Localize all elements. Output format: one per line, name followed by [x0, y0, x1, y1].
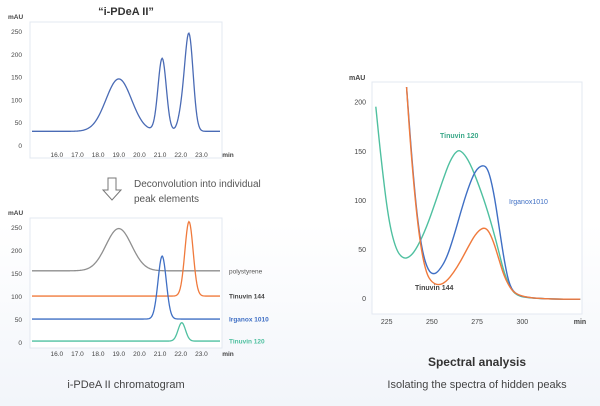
series-line-mixture — [32, 31, 220, 132]
spectrum-line-tinuvin-144 — [405, 86, 581, 300]
spectrum-line-irganox1010 — [405, 86, 581, 300]
deconvolution-text: Deconvolution into individual peak eleme… — [134, 177, 261, 207]
down-arrow-icon — [101, 177, 123, 201]
x-tick-label: 18.0 — [92, 351, 105, 358]
spectra-chart-frame — [371, 81, 583, 315]
x-axis-label: min — [574, 319, 586, 326]
right-heading: Spectral analysis — [427, 355, 527, 369]
y-tick-label: 150 — [11, 271, 22, 278]
y-tick-label: 100 — [11, 294, 22, 301]
series-label: Tinuvin 120 — [229, 339, 265, 346]
x-tick-label: 22.0 — [174, 351, 187, 358]
top-chart-frame — [29, 21, 223, 159]
right-caption: Isolating the spectra of hidden peaks — [387, 379, 567, 391]
x-tick-label: 21.0 — [154, 152, 167, 159]
y-tick-label: 200 — [11, 248, 22, 255]
series-label: Tinuvin 144 — [229, 294, 265, 301]
y-tick-label: 250 — [11, 29, 22, 36]
y-tick-label: 0 — [362, 296, 366, 303]
x-tick-label: 23.0 — [195, 152, 208, 159]
deconvoluted-chromatogram: 0 50 100 150 200 250 mAU 16.0 17.0 18.0 19.0 20.0 21… — [8, 210, 269, 358]
y-axis-label: mAU — [349, 75, 365, 82]
x-tick-label: 20.0 — [133, 351, 146, 358]
x-tick-label: 23.0 — [195, 351, 208, 358]
y-tick-label: 100 — [354, 198, 366, 205]
x-axis-label: min — [222, 152, 234, 159]
y-axis-label: mAU — [8, 210, 23, 217]
y-tick-label: 100 — [11, 97, 22, 104]
top-chart-title: “i-PDeA II” — [98, 6, 154, 18]
y-tick-label: 0 — [18, 340, 22, 347]
y-tick-label: 50 — [15, 317, 23, 324]
x-tick-label: 22.0 — [174, 152, 187, 159]
x-axis-label: min — [222, 351, 234, 358]
x-tick-label: 16.0 — [50, 152, 63, 159]
x-tick-label: 20.0 — [133, 152, 146, 159]
x-tick-label: 275 — [471, 319, 483, 326]
spectrum-label: Tinuvin 144 — [415, 285, 453, 292]
x-tick-label: 18.0 — [92, 152, 105, 159]
series-label: Irganox 1010 — [229, 317, 269, 324]
y-tick-label: 250 — [11, 225, 22, 232]
y-tick-label: 150 — [354, 149, 366, 156]
bottom-chart-frame — [29, 217, 223, 349]
y-tick-label: 200 — [354, 100, 366, 107]
x-tick-label: 19.0 — [112, 152, 125, 159]
y-tick-label: 0 — [18, 143, 22, 150]
y-tick-label: 50 — [15, 120, 23, 127]
x-tick-label: 250 — [426, 319, 438, 326]
deconvolution-text-line-1: Deconvolution into individual — [134, 179, 261, 190]
y-tick-label: 200 — [11, 52, 22, 59]
y-tick-label: 150 — [11, 75, 22, 82]
series-line-tinuvin-120 — [32, 322, 220, 342]
series-line-polystyrene — [32, 227, 220, 272]
x-tick-label: 225 — [381, 319, 393, 326]
x-tick-label: 300 — [516, 319, 528, 326]
series-line-irganox-1010 — [32, 255, 220, 320]
x-tick-label: 21.0 — [154, 351, 167, 358]
deconvolution-text-line-2: peak elements — [134, 194, 200, 205]
x-tick-label: 19.0 — [112, 351, 125, 358]
x-tick-label: 17.0 — [71, 152, 84, 159]
x-tick-label: 16.0 — [50, 351, 63, 358]
left-caption: i-PDeA II chromatogram — [67, 379, 185, 391]
x-tick-label: 17.0 — [71, 351, 84, 358]
spectrum-label: Tinuvin 120 — [440, 133, 478, 140]
y-tick-label: 50 — [358, 247, 366, 254]
y-axis-label: mAU — [8, 14, 23, 21]
mixture-chromatogram: 0 50 100 150 200 250 mAU 16.0 17.0 18.0 19.0 20.0 21… — [8, 14, 234, 159]
spectra-chart: 0 50 100 150 200 mAU 225 250 275 300 min Tinuvin 12… — [349, 75, 586, 326]
series-label: polystyrene — [229, 268, 263, 275]
series-line-tinuvin-144 — [32, 220, 220, 297]
spectrum-label: Irganox1010 — [509, 199, 548, 206]
